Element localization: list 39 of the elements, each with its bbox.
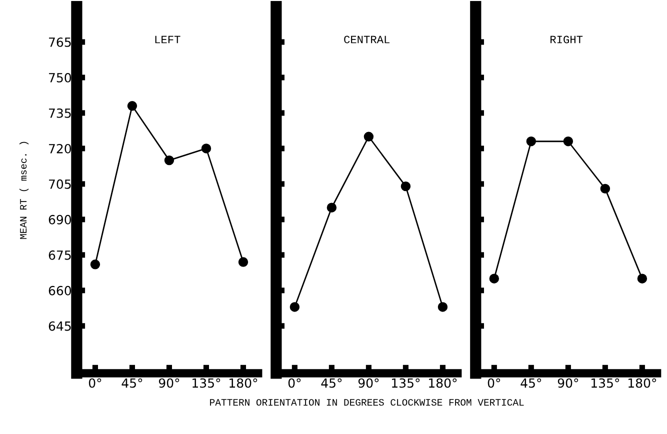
y-axis-title: MEAN RT ( msec. ) xyxy=(19,142,29,239)
x-tick-label: 180° xyxy=(429,378,457,388)
x-tick-label: 180° xyxy=(628,378,656,388)
x-axis-title: PATTERN ORIENTATION IN DEGREES CLOCKWISE FROM VERTICAL xyxy=(210,399,524,406)
y-tick-label: 765 xyxy=(49,37,71,47)
y-tick-label: 690 xyxy=(48,214,72,224)
x-tick-label: 90° xyxy=(558,378,578,388)
y-tick-label: 705 xyxy=(49,179,71,189)
x-tick-label: 0° xyxy=(488,378,500,388)
x-tick-label: 90° xyxy=(158,378,180,388)
y-tick-label: 750 xyxy=(49,72,72,82)
x-tick-label: 45° xyxy=(122,378,142,388)
x-tick-label: 90° xyxy=(358,378,379,388)
y-tick-label: 645 xyxy=(48,321,71,331)
x-tick-label: 135° xyxy=(392,378,420,388)
x-tick-label: 0° xyxy=(88,378,102,388)
point xyxy=(400,181,411,192)
x-tick-label: 135° xyxy=(592,378,620,388)
x-tick-label: 180° xyxy=(230,378,258,388)
text: LEFT xyxy=(155,36,180,44)
x-tick-label: 45° xyxy=(321,378,342,388)
y-tick-label: 660 xyxy=(48,286,72,296)
y-tick-label: 720 xyxy=(49,144,72,154)
point xyxy=(238,257,248,267)
point xyxy=(201,144,212,154)
x-tick-label: 45° xyxy=(520,378,542,388)
x-tick-label: 0° xyxy=(288,378,301,388)
point xyxy=(90,260,100,270)
x-tick-label: 135° xyxy=(192,378,220,388)
point xyxy=(326,202,337,212)
y-tick-label: 735 xyxy=(49,108,71,118)
y-tick-label: 675 xyxy=(48,250,71,260)
point xyxy=(364,132,374,142)
point xyxy=(438,302,448,312)
point xyxy=(127,101,138,111)
point xyxy=(164,155,174,166)
text: CENTRAL xyxy=(344,36,390,44)
text: RIGHT xyxy=(550,36,583,44)
point xyxy=(290,302,300,312)
